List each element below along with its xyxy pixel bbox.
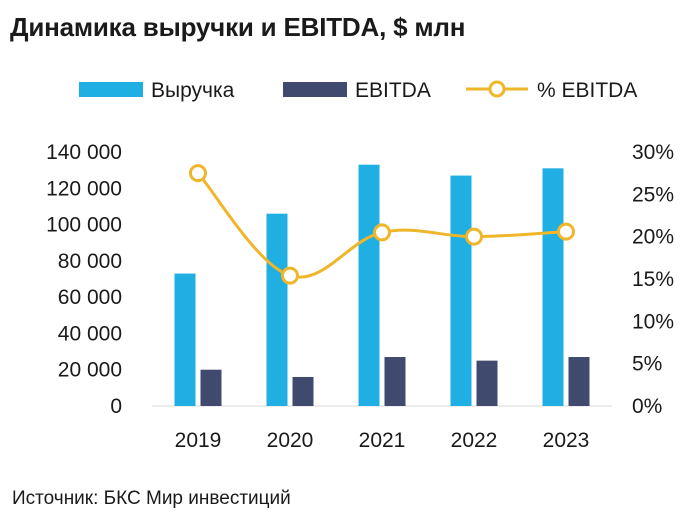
legend-label: EBITDA	[355, 79, 431, 102]
legend-swatch-margin-marker	[488, 80, 506, 98]
left-tick-label: 80 000	[58, 250, 122, 273]
right-tick-label: 15%	[632, 268, 674, 291]
right-tick-label: 5%	[632, 353, 662, 376]
legend-label: Выручка	[151, 79, 235, 102]
legend-label: % EBITDA	[537, 79, 637, 102]
x-tick-label: 2021	[359, 429, 406, 452]
left-tick-label: 120 000	[46, 177, 122, 200]
left-tick-label: 0	[110, 395, 122, 418]
ebitda-margin-line	[196, 172, 567, 279]
right-tick-label: 25%	[632, 183, 674, 206]
ebitda-bar	[476, 360, 498, 406]
bars	[174, 164, 590, 406]
left-tick-label: 100 000	[46, 214, 122, 237]
chart-title: Динамика выручки и EBITDA, $ млн	[10, 12, 466, 42]
ebitda-margin-point	[465, 227, 483, 246]
left-tick-label: 60 000	[58, 286, 122, 309]
legend: Выручка EBITDA % EBITDA	[79, 79, 637, 102]
ebitda-bar	[292, 376, 314, 406]
right-tick-label: 10%	[632, 310, 674, 333]
legend-swatch-ebitda	[283, 82, 347, 97]
ebitda-bar	[568, 357, 590, 406]
revenue-bar	[542, 168, 564, 406]
x-tick-label: 2019	[175, 429, 222, 452]
right-axis: 0% 5% 10% 15% 20% 25% 30%	[632, 141, 674, 418]
ebitda-margin-point	[373, 223, 391, 242]
left-tick-label: 20 000	[58, 359, 122, 382]
revenue-bar	[174, 273, 196, 406]
right-tick-label: 30%	[632, 141, 674, 164]
revenue-bar	[266, 213, 288, 406]
x-tick-label: 2023	[543, 429, 590, 452]
ebitda-margin-point	[281, 266, 299, 285]
ebitda-bar	[200, 369, 222, 406]
left-axis: 0 20 000 40 000 60 000 80 000 100 000 120 000 1…	[46, 141, 122, 418]
source-note: Источник: БКС Мир инвестиций	[12, 488, 291, 509]
x-axis: 2019 2020 2021 2022 2023	[175, 429, 590, 452]
left-tick-label: 140 000	[46, 141, 122, 164]
revenue-bar	[450, 175, 472, 406]
ebitda-bar	[384, 357, 406, 406]
legend-swatch-revenue	[79, 82, 143, 97]
ebitda-margin-point	[557, 222, 575, 241]
revenue-bar	[358, 164, 380, 406]
x-tick-label: 2022	[451, 429, 498, 452]
right-tick-label: 0%	[632, 395, 662, 418]
x-tick-label: 2020	[267, 429, 314, 452]
left-tick-label: 40 000	[58, 322, 122, 345]
line-series	[189, 164, 575, 285]
right-tick-label: 20%	[632, 226, 674, 249]
ebitda-margin-point	[189, 164, 207, 183]
